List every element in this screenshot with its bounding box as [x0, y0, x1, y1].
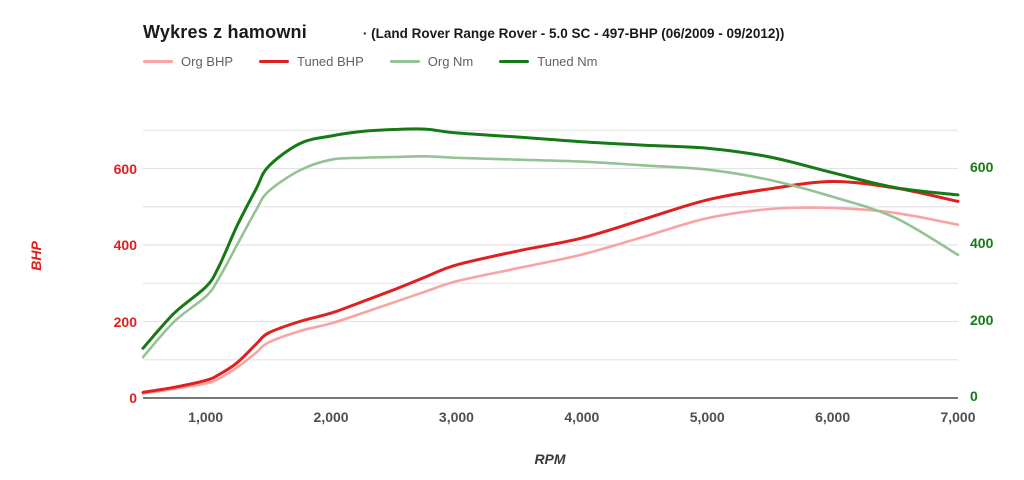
y-tick-right-400: 400 [970, 235, 994, 251]
legend-swatch-tuned-nm [499, 60, 530, 63]
legend-label-tuned-nm: Tuned Nm [537, 54, 598, 69]
chart-title: Wykres z hamowni [143, 22, 307, 42]
legend-item-org-nm: Org Nm [389, 54, 474, 69]
legend-label-org-bhp: Org BHP [181, 54, 234, 69]
chart-subtitle: · (Land Rover Range Rover - 5.0 SC - 497… [362, 26, 785, 41]
chart-header: Wykres z hamowni · (Land Rover Range Rov… [143, 22, 1014, 43]
x-tick-4000: 4,000 [564, 409, 600, 425]
legend-swatch-org-nm [389, 60, 420, 63]
x-axis-title-rpm: RPM [534, 451, 566, 467]
y-tick-left-400: 400 [113, 237, 137, 253]
series-line-tuned-nm[interactable] [141, 127, 960, 350]
legend-item-tuned-nm: Tuned Nm [499, 54, 597, 69]
legend-label-tuned-bhp: Tuned BHP [297, 54, 364, 69]
x-tick-2000: 2,000 [313, 409, 349, 425]
series-line-org-bhp[interactable] [141, 206, 960, 395]
x-tick-6000: 6,000 [815, 409, 851, 425]
y-tick-left-200: 200 [113, 313, 137, 330]
legend-item-org-bhp: Org BHP [143, 54, 233, 69]
legend-label-org-nm: Org Nm [427, 54, 474, 69]
y-tick-right-200: 200 [970, 311, 994, 328]
series-line-tuned-bhp[interactable] [141, 179, 960, 394]
legend-swatch-tuned-bhp [259, 60, 290, 63]
legend-item-tuned-bhp: Tuned BHP [259, 54, 364, 69]
y-tick-right-0: 0 [970, 388, 978, 404]
y-axis-title-bhp: BHP [28, 241, 44, 271]
x-tick-7000: 7,000 [940, 409, 976, 425]
x-tick-5000: 5,000 [689, 409, 725, 425]
y-tick-right-600: 600 [970, 158, 994, 175]
y-tick-left-600: 600 [113, 160, 137, 177]
chart-legend: Org BHP Tuned BHP Org Nm Tuned Nm [143, 54, 597, 69]
x-tick-1000: 1,000 [188, 409, 224, 425]
series-line-org-nm[interactable] [141, 154, 960, 359]
x-tick-3000: 3,000 [438, 409, 474, 425]
y-tick-left-0: 0 [129, 390, 137, 406]
legend-swatch-org-bhp [143, 60, 173, 63]
